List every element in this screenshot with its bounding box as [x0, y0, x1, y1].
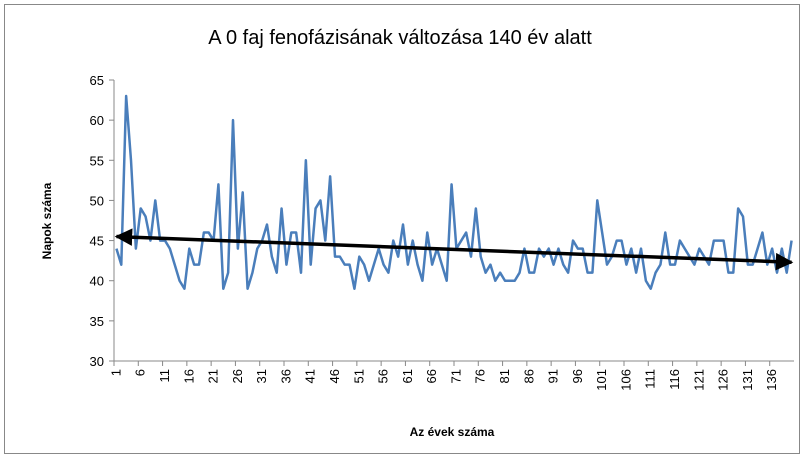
x-tick-label: 86 [521, 369, 536, 383]
x-tick-label: 36 [278, 369, 293, 383]
x-tick-label: 1 [108, 369, 123, 376]
y-tick-label: 35 [90, 314, 104, 329]
x-tick-label: 71 [448, 369, 463, 383]
x-tick-label: 91 [546, 369, 561, 383]
chart-title: A 0 faj fenofázisának változása 140 év a… [208, 27, 592, 49]
x-tick-label: 131 [740, 369, 755, 391]
x-tick-label: 61 [400, 369, 415, 383]
x-tick-label: 11 [157, 369, 172, 383]
y-tick-label: 60 [90, 113, 104, 128]
x-tick-label: 116 [667, 369, 682, 390]
y-tick-label: 50 [90, 193, 104, 208]
x-tick-label: 76 [473, 369, 488, 383]
y-axis-label: Napok száma [40, 182, 54, 259]
x-tick-label: 106 [618, 369, 633, 391]
x-axis-label: Az évek száma [410, 425, 495, 439]
x-tick-label: 66 [424, 369, 439, 383]
trend-arrow [114, 228, 794, 271]
x-tick-label: 56 [376, 369, 391, 383]
x-tick-label: 46 [327, 369, 342, 383]
x-tick-label: 26 [230, 369, 245, 383]
x-tick-label: 136 [764, 369, 779, 391]
x-tick-label: 111 [643, 369, 658, 389]
y-tick-label: 65 [90, 73, 104, 88]
y-tick-label: 30 [90, 354, 104, 369]
y-tick-label: 40 [90, 274, 104, 289]
x-tick-label: 121 [691, 369, 706, 391]
x-tick-label: 126 [716, 369, 731, 391]
x-tick-label: 21 [206, 369, 221, 383]
x-tick-label: 101 [594, 369, 609, 391]
x-tick-label: 41 [303, 369, 318, 383]
y-tick-label: 45 [90, 234, 104, 249]
x-tick-label: 6 [133, 369, 148, 376]
x-tick-label: 81 [497, 369, 512, 383]
x-tick-label: 96 [570, 369, 585, 383]
x-tick-label: 16 [181, 369, 196, 383]
x-tick-label: 51 [351, 369, 366, 383]
x-tick-label: 31 [254, 369, 269, 383]
y-tick-label: 55 [90, 153, 104, 168]
